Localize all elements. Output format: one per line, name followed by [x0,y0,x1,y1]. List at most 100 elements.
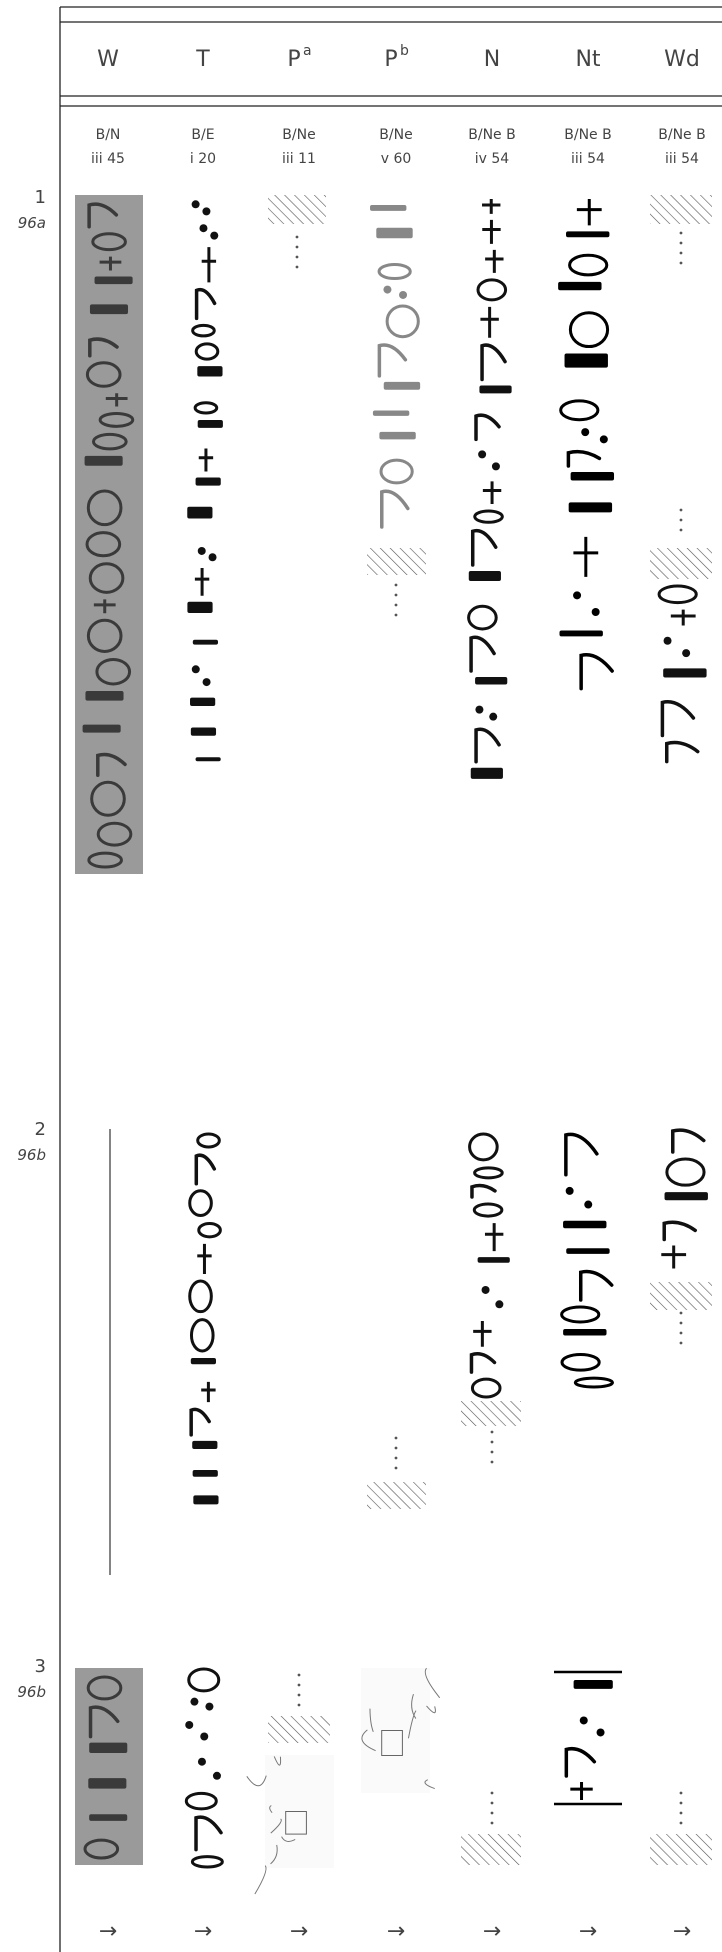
source-reference: B/N [96,127,121,143]
glyph [470,1183,497,1199]
glyph [88,337,119,358]
glyph [86,489,123,527]
glyph [202,678,211,687]
siglum: Wd [664,47,700,72]
glyph [88,1778,127,1789]
lacuna-dot [490,1801,494,1805]
lacuna-dot [679,251,683,255]
glyph [199,224,208,233]
lacuna-dot [297,1683,301,1687]
glyph [663,668,707,678]
row-reference: 96b [17,1146,46,1164]
glyph [197,419,223,428]
glyph [559,630,603,637]
source-reference: iii 11 [282,151,316,167]
glyph [372,410,410,416]
continuation-arrow: → [194,1919,212,1944]
glyph [208,553,217,562]
lacuna-dot [679,528,683,532]
glyph [566,231,610,238]
glyph [93,599,116,614]
glyph [573,536,599,577]
glyph [566,449,602,468]
glyph [470,767,503,779]
glyph [201,1381,216,1403]
lacuna-dot [679,1331,683,1335]
glyph [210,231,219,240]
glyph [201,247,217,283]
lacuna-hatch [367,1482,426,1509]
lacuna-hatch [461,1401,521,1426]
lacuna-dot [679,1311,683,1315]
sketch-stroke [246,1775,267,1787]
glyph [474,413,501,442]
sketch-stroke [269,1805,273,1814]
continuation-arrow: → [483,1919,501,1944]
row-number: 2 [35,1119,46,1140]
glyph [657,584,698,605]
glyph [191,323,216,338]
source-reference: B/Ne [379,127,412,143]
source-reference: iii 54 [665,151,699,167]
glyph [478,450,487,459]
glyph [197,1243,212,1274]
glyph [185,1720,194,1729]
glyph [470,1377,502,1399]
glyph [197,546,206,555]
glyph [84,455,123,466]
glyph [484,1223,504,1252]
glyph [385,304,420,339]
glyph [599,435,608,444]
glyph [86,618,123,653]
glyph [596,1728,605,1737]
source-reference: B/E [191,127,214,143]
glyph [89,304,129,315]
glyph [591,608,600,617]
glyph [469,1351,497,1374]
glyph [190,1357,216,1365]
glyph [198,448,214,472]
glyph [92,432,128,451]
glyph [559,399,600,422]
glyph [482,199,501,214]
glyph [96,821,133,847]
lacuna-dot [394,1456,398,1460]
sketch-stroke [273,1756,282,1766]
glyph [191,200,200,209]
outline-glyph-block [361,199,430,535]
lacuna-dot [490,1460,494,1464]
lacuna-dot [394,603,398,607]
glyph [469,635,496,673]
glyph [480,306,499,338]
glyph [195,757,221,762]
glyph [205,1702,214,1711]
glyph [399,290,408,299]
glyph [94,276,133,285]
glyph [579,1716,588,1725]
glyph [473,1321,492,1347]
siglum: P [287,47,300,72]
glyph [485,249,504,273]
continuation-arrow: → [673,1919,691,1944]
glyph [565,1186,574,1195]
siglum: T [195,47,210,72]
siglum-superscript: b [400,43,409,59]
glyph [85,361,122,388]
glyph [475,676,508,685]
glyph [194,1153,217,1186]
row-number: 1 [35,187,46,208]
glyph [189,1318,215,1353]
row-number: 3 [35,1656,46,1677]
lacuna-dot [679,1791,683,1795]
lacuna-hatch [461,1834,521,1865]
glyph [472,1202,504,1218]
lacuna-dot [295,235,299,239]
glyph [212,1771,221,1780]
lacuna-hatch [650,1834,712,1865]
glyph [195,477,221,486]
glyph [192,639,219,645]
glyph [570,472,615,481]
glyph [83,1838,120,1860]
glyph [85,531,122,558]
glyph [188,1279,213,1314]
